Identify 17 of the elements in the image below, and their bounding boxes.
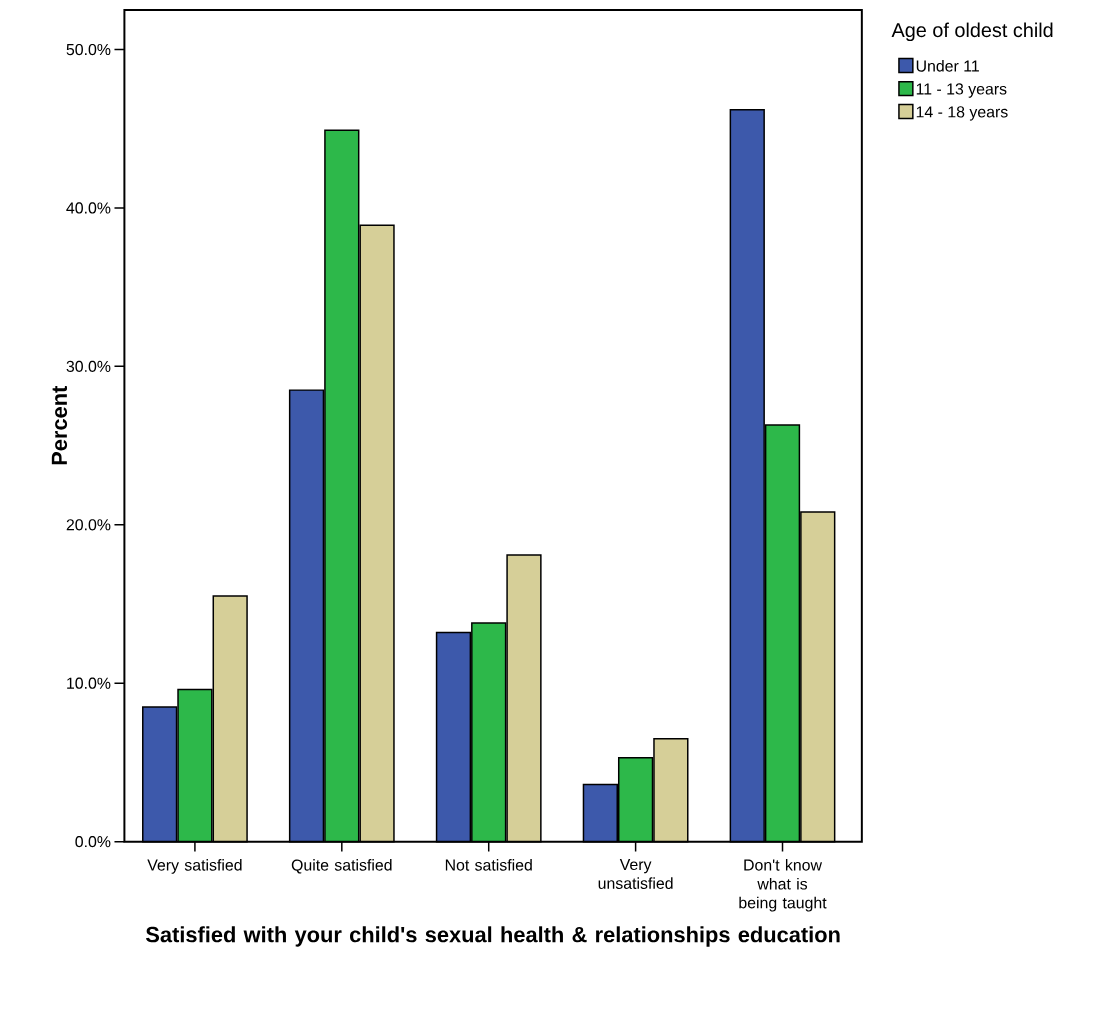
x-axis-title: Satisfied with your child's sexual health & relationships education bbox=[145, 926, 840, 947]
y-tick-label: 20.0% bbox=[66, 519, 111, 531]
y-tick-label: 10.0% bbox=[67, 677, 111, 689]
x-tick-label: Don't know what is being taught bbox=[739, 858, 827, 912]
y-tick-label: 30.0% bbox=[66, 360, 111, 372]
y-axis-title: Percent bbox=[51, 385, 68, 465]
legend-label: Under 11 bbox=[916, 59, 979, 72]
y-tick-label: 50.0% bbox=[66, 43, 111, 55]
x-tick-label: Very satisfied bbox=[147, 858, 242, 874]
y-tick-label: 0.0% bbox=[75, 835, 111, 848]
x-tick-label: Not satisfied bbox=[445, 858, 532, 871]
legend-label: 11 - 13 years bbox=[916, 83, 1007, 98]
x-tick-label: Very unsatisfied bbox=[598, 858, 673, 889]
legend-label: 14 - 18 years bbox=[916, 106, 1008, 121]
y-tick-label: 40.0% bbox=[66, 202, 111, 214]
x-tick-label: Quite satisfied bbox=[291, 858, 392, 874]
legend-title: Age of oldest child bbox=[891, 22, 1053, 41]
